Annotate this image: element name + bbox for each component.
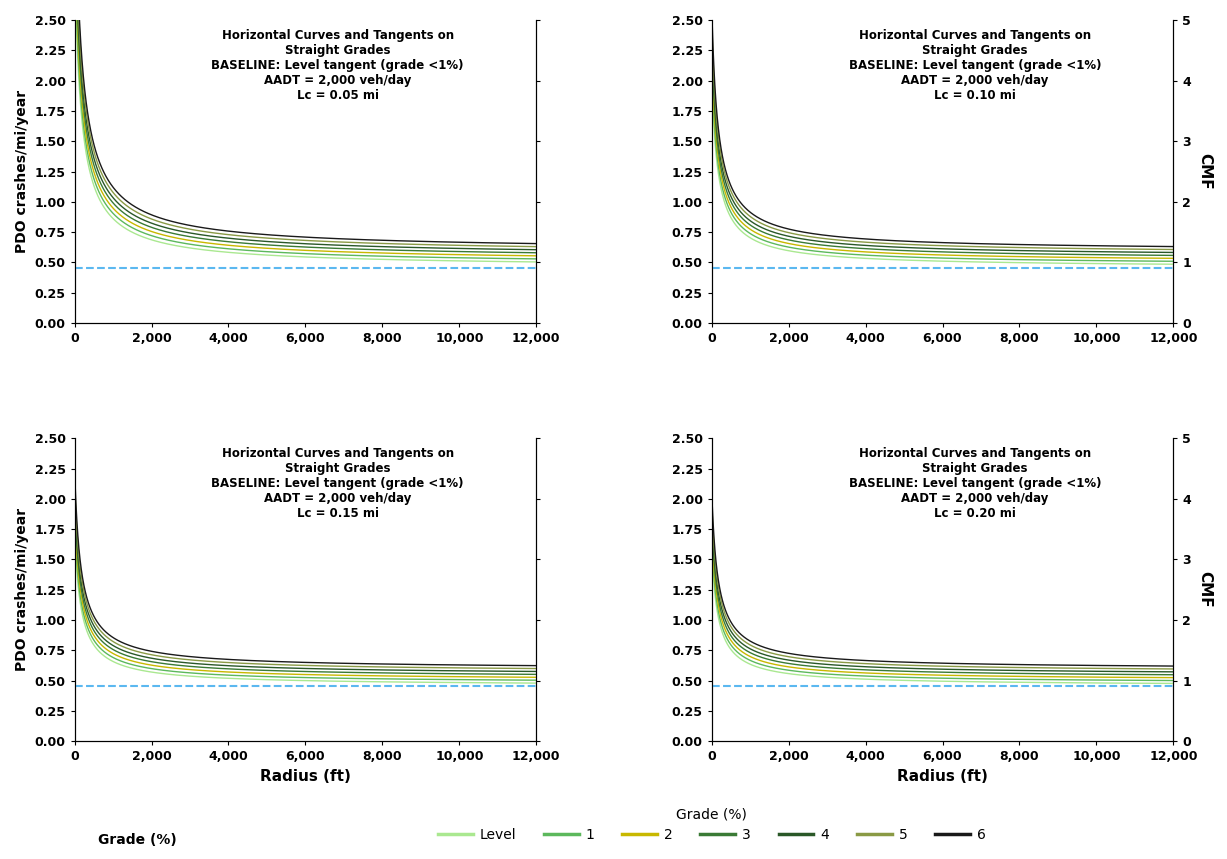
Legend: Level, 1, 2, 3, 4, 5, 6: Level, 1, 2, 3, 4, 5, 6 [432, 801, 991, 848]
Text: Horizontal Curves and Tangents on
Straight Grades
BASELINE: Level tangent (grade: Horizontal Curves and Tangents on Straig… [849, 448, 1101, 521]
X-axis label: Radius (ft): Radius (ft) [897, 769, 988, 784]
Text: Grade (%): Grade (%) [98, 833, 177, 847]
Text: Horizontal Curves and Tangents on
Straight Grades
BASELINE: Level tangent (grade: Horizontal Curves and Tangents on Straig… [211, 29, 464, 102]
X-axis label: Radius (ft): Radius (ft) [260, 769, 351, 784]
Y-axis label: PDO crashes/mi/year: PDO crashes/mi/year [15, 509, 29, 672]
Text: Horizontal Curves and Tangents on
Straight Grades
BASELINE: Level tangent (grade: Horizontal Curves and Tangents on Straig… [211, 448, 464, 521]
Y-axis label: PDO crashes/mi/year: PDO crashes/mi/year [15, 90, 29, 253]
Y-axis label: CMF: CMF [1198, 571, 1212, 608]
Y-axis label: CMF: CMF [1198, 153, 1212, 190]
Text: Horizontal Curves and Tangents on
Straight Grades
BASELINE: Level tangent (grade: Horizontal Curves and Tangents on Straig… [849, 29, 1101, 102]
